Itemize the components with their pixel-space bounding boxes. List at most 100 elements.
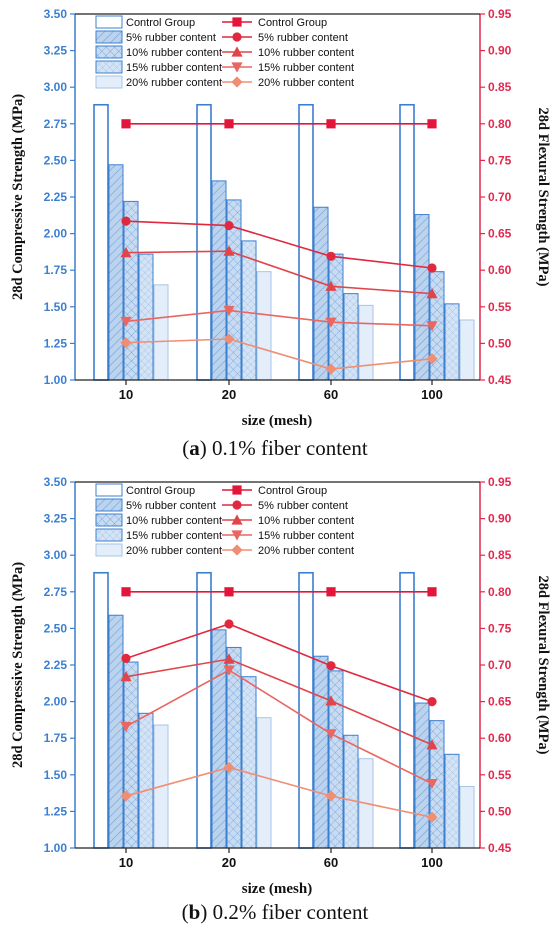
- right-tick-label: 0.95: [488, 475, 512, 489]
- bar-0-10: [93, 103, 109, 381]
- right-tick-label: 0.85: [488, 80, 512, 94]
- point-4-20: [223, 761, 235, 774]
- legend-bar-label-3: 15% rubber content: [126, 62, 222, 74]
- left-tick-label: 3.25: [44, 512, 68, 526]
- point-3-20: [223, 305, 235, 317]
- bar-1-60: [313, 206, 329, 381]
- point-1-60: [326, 661, 336, 671]
- legend-line-marker-1: [232, 500, 242, 510]
- ticks: 1.00 1.25 1.50 1.75 2.00 2.25 2.50 2.75 3.00 3.25…: [44, 475, 512, 870]
- point-4-100: [426, 353, 438, 365]
- right-tick-label: 0.65: [488, 695, 512, 709]
- line-3: [125, 309, 433, 327]
- x-tick-label: 100: [421, 855, 443, 870]
- legend-line-marker-0: [232, 17, 242, 27]
- caption-b: (b) 0.2% fiber content: [181, 900, 369, 924]
- x-axis-title: size (mesh): [242, 881, 312, 897]
- ticks: 1.00 1.25 1.50 1.75 2.00 2.25 2.50 2.75 3.00 3.25…: [44, 7, 512, 402]
- point-0-60: [326, 587, 336, 597]
- right-tick-label: 0.90: [488, 512, 512, 526]
- line-2: [125, 658, 433, 746]
- legend-bar-swatch-0: [95, 483, 123, 497]
- point-3-60: [325, 729, 337, 740]
- left-tick-label: 2.75: [44, 117, 68, 131]
- lines: [120, 587, 438, 823]
- point-1-20: [224, 220, 234, 231]
- legend-line-marker-2: [231, 514, 243, 525]
- bar-3-10: [138, 253, 154, 381]
- bar-1-60: [313, 655, 329, 849]
- legend-line-marker-4: [231, 544, 243, 556]
- legend-line-label-1: 5% rubber content: [258, 32, 348, 44]
- legend-bar-label-2: 10% rubber content: [126, 47, 222, 59]
- chart-a: 1.00 1.25 1.50 1.75 2.00 2.25 2.50 2.75 3.00 3.25…: [10, 7, 550, 429]
- caption-b-text: 0.2% fiber content: [212, 900, 369, 924]
- bar-0-100: [399, 571, 415, 849]
- right-tick-label: 0.70: [488, 190, 512, 204]
- point-3-100: [426, 321, 438, 332]
- legend-bar-swatch-0: [95, 15, 123, 29]
- bar-1-20: [211, 180, 227, 381]
- line-2: [125, 250, 433, 295]
- legend-bar-swatch-1: [95, 498, 123, 512]
- right-tick-label: 0.75: [488, 621, 512, 635]
- legend-bar-swatch-2: [95, 45, 123, 59]
- point-3-60: [325, 317, 337, 328]
- legend: Control Group 5% rubber content 10% rubber…: [95, 15, 354, 89]
- bar-2-20: [226, 646, 242, 849]
- left-tick-label: 1.50: [44, 768, 68, 782]
- point-3-10: [120, 721, 132, 733]
- bar-2-10: [123, 200, 139, 381]
- legend-line-label-1: 5% rubber content: [258, 500, 348, 512]
- y-axis-right-title: 28d Flexural Strength (MPa): [535, 108, 550, 287]
- bar-4-60: [358, 304, 374, 381]
- left-tick-label: 3.50: [44, 475, 68, 489]
- bar-0-60: [298, 571, 314, 849]
- left-tick-label: 2.00: [44, 695, 68, 709]
- y-axis-left-title: 28d Compressive Strength (MPa): [10, 562, 26, 768]
- legend-bar-swatch-3: [95, 60, 123, 74]
- bar-2-10: [123, 661, 139, 849]
- legend-line-marker-3: [231, 530, 243, 541]
- legend-line-label-0: Control Group: [258, 17, 327, 29]
- left-tick-label: 3.25: [44, 44, 68, 58]
- legend-line-label-2: 10% rubber content: [258, 47, 354, 59]
- bar-3-100: [444, 303, 460, 381]
- bar-4-20: [256, 271, 272, 381]
- right-tick-label: 0.70: [488, 658, 512, 672]
- right-tick-label: 0.50: [488, 804, 512, 818]
- x-tick-label: 20: [222, 855, 236, 870]
- left-tick-label: 1.25: [44, 804, 68, 818]
- left-tick-label: 2.75: [44, 585, 68, 599]
- left-tick-label: 1.00: [44, 373, 68, 387]
- right-tick-label: 0.45: [488, 841, 512, 855]
- right-tick-label: 0.60: [488, 731, 512, 745]
- caption-a-letter: a: [189, 436, 200, 460]
- right-tick-label: 0.95: [488, 7, 512, 21]
- bar-4-20: [256, 717, 272, 849]
- legend-bar-swatch-2: [95, 513, 123, 527]
- bar-1-10: [108, 614, 124, 849]
- point-2-60: [325, 695, 337, 706]
- left-tick-label: 3.00: [44, 80, 68, 94]
- point-1-20: [224, 619, 234, 629]
- legend-line-marker-0: [232, 485, 242, 495]
- point-0-20: [224, 587, 234, 597]
- bar-0-20: [196, 103, 212, 381]
- x-tick-label: 20: [222, 387, 236, 402]
- legend-bar-label-2: 10% rubber content: [126, 515, 222, 527]
- point-1-10: [121, 653, 131, 664]
- legend-bar-label-1: 5% rubber content: [126, 500, 216, 512]
- point-4-10: [120, 790, 132, 802]
- bar-0-10: [93, 571, 109, 849]
- point-4-100: [426, 811, 438, 823]
- legend-bar-label-3: 15% rubber content: [126, 530, 222, 542]
- left-tick-label: 1.25: [44, 336, 68, 350]
- bar-1-20: [211, 629, 227, 849]
- legend-line-label-4: 20% rubber content: [258, 77, 354, 89]
- point-0-60: [326, 119, 336, 129]
- left-tick-label: 2.00: [44, 227, 68, 241]
- point-3-10: [120, 316, 132, 328]
- point-0-100: [427, 587, 437, 597]
- left-tick-label: 3.50: [44, 7, 68, 21]
